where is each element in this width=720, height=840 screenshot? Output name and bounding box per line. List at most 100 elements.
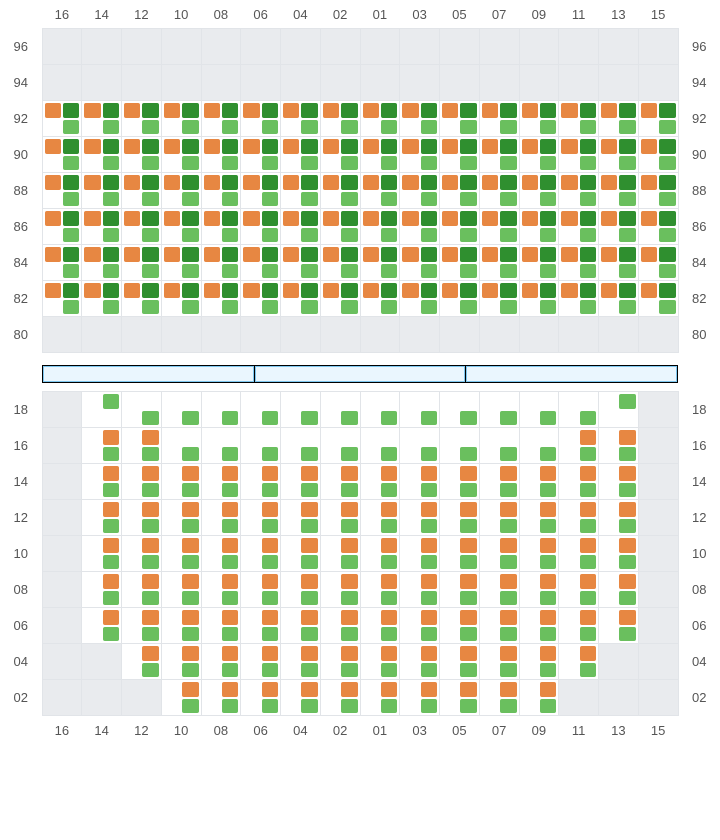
seat-cell[interactable] [361, 572, 401, 608]
seat-cell[interactable] [321, 281, 361, 317]
seat-cell[interactable] [162, 644, 202, 680]
seat-cell[interactable] [400, 209, 440, 245]
seat-cell[interactable] [361, 464, 401, 500]
seat-cell[interactable] [400, 281, 440, 317]
seat-cell[interactable] [400, 572, 440, 608]
seat-cell[interactable] [281, 281, 321, 317]
seat-cell[interactable] [202, 101, 242, 137]
seat-cell[interactable] [122, 209, 162, 245]
seat-cell[interactable] [241, 608, 281, 644]
seat-cell[interactable] [281, 173, 321, 209]
seat-cell[interactable] [559, 281, 599, 317]
seat-cell[interactable] [639, 101, 679, 137]
seat-cell[interactable] [281, 101, 321, 137]
seat-cell[interactable] [321, 173, 361, 209]
seat-cell[interactable] [82, 500, 122, 536]
seat-cell[interactable] [361, 536, 401, 572]
seat-cell[interactable] [241, 173, 281, 209]
seat-cell[interactable] [82, 572, 122, 608]
seat-cell[interactable] [122, 101, 162, 137]
seat-cell[interactable] [480, 137, 520, 173]
seat-cell[interactable] [400, 101, 440, 137]
seat-cell[interactable] [43, 209, 83, 245]
seat-cell[interactable] [559, 137, 599, 173]
seat-cell[interactable] [520, 680, 560, 716]
seat-cell[interactable] [281, 209, 321, 245]
seat-cell[interactable] [321, 428, 361, 464]
seat-cell[interactable] [82, 392, 122, 428]
seat-cell[interactable] [520, 281, 560, 317]
seat-cell[interactable] [281, 464, 321, 500]
seat-cell[interactable] [321, 464, 361, 500]
seat-cell[interactable] [162, 281, 202, 317]
seat-cell[interactable] [162, 209, 202, 245]
seat-cell[interactable] [281, 428, 321, 464]
seat-cell[interactable] [202, 464, 242, 500]
seat-cell[interactable] [440, 209, 480, 245]
seat-cell[interactable] [241, 464, 281, 500]
seat-cell[interactable] [599, 464, 639, 500]
seat-cell[interactable] [440, 428, 480, 464]
seat-cell[interactable] [361, 137, 401, 173]
seat-cell[interactable] [122, 428, 162, 464]
seat-cell[interactable] [520, 464, 560, 500]
seat-cell[interactable] [241, 281, 281, 317]
seat-cell[interactable] [321, 680, 361, 716]
seat-cell[interactable] [202, 137, 242, 173]
seat-cell[interactable] [122, 392, 162, 428]
seat-cell[interactable] [639, 245, 679, 281]
seat-cell[interactable] [361, 428, 401, 464]
seat-cell[interactable] [599, 245, 639, 281]
seat-cell[interactable] [122, 173, 162, 209]
seat-cell[interactable] [480, 101, 520, 137]
seat-cell[interactable] [162, 245, 202, 281]
seat-cell[interactable] [599, 392, 639, 428]
seat-cell[interactable] [202, 572, 242, 608]
seat-cell[interactable] [82, 428, 122, 464]
seat-cell[interactable] [281, 644, 321, 680]
seat-cell[interactable] [122, 500, 162, 536]
seat-cell[interactable] [480, 281, 520, 317]
seat-cell[interactable] [480, 644, 520, 680]
seat-cell[interactable] [241, 209, 281, 245]
seat-cell[interactable] [639, 281, 679, 317]
seat-cell[interactable] [361, 101, 401, 137]
seat-cell[interactable] [361, 173, 401, 209]
seat-cell[interactable] [202, 428, 242, 464]
seat-cell[interactable] [639, 173, 679, 209]
seat-cell[interactable] [480, 608, 520, 644]
seat-cell[interactable] [440, 572, 480, 608]
seat-cell[interactable] [520, 536, 560, 572]
seat-cell[interactable] [202, 173, 242, 209]
seat-cell[interactable] [559, 173, 599, 209]
seat-cell[interactable] [400, 173, 440, 209]
seat-cell[interactable] [440, 137, 480, 173]
seat-cell[interactable] [162, 428, 202, 464]
seat-cell[interactable] [202, 281, 242, 317]
seat-cell[interactable] [559, 392, 599, 428]
seat-cell[interactable] [202, 209, 242, 245]
seat-cell[interactable] [281, 245, 321, 281]
seat-cell[interactable] [122, 536, 162, 572]
seat-cell[interactable] [520, 644, 560, 680]
seat-cell[interactable] [43, 137, 83, 173]
seat-cell[interactable] [162, 680, 202, 716]
seat-cell[interactable] [400, 137, 440, 173]
seat-cell[interactable] [281, 680, 321, 716]
seat-cell[interactable] [162, 572, 202, 608]
seat-cell[interactable] [361, 281, 401, 317]
seat-cell[interactable] [440, 680, 480, 716]
seat-cell[interactable] [202, 608, 242, 644]
seat-cell[interactable] [559, 572, 599, 608]
seat-cell[interactable] [82, 245, 122, 281]
seat-cell[interactable] [559, 500, 599, 536]
seat-cell[interactable] [440, 392, 480, 428]
seat-cell[interactable] [599, 536, 639, 572]
seat-cell[interactable] [162, 500, 202, 536]
seat-cell[interactable] [281, 536, 321, 572]
seat-cell[interactable] [599, 572, 639, 608]
seat-cell[interactable] [82, 173, 122, 209]
seat-cell[interactable] [43, 281, 83, 317]
seat-cell[interactable] [162, 173, 202, 209]
seat-cell[interactable] [559, 536, 599, 572]
